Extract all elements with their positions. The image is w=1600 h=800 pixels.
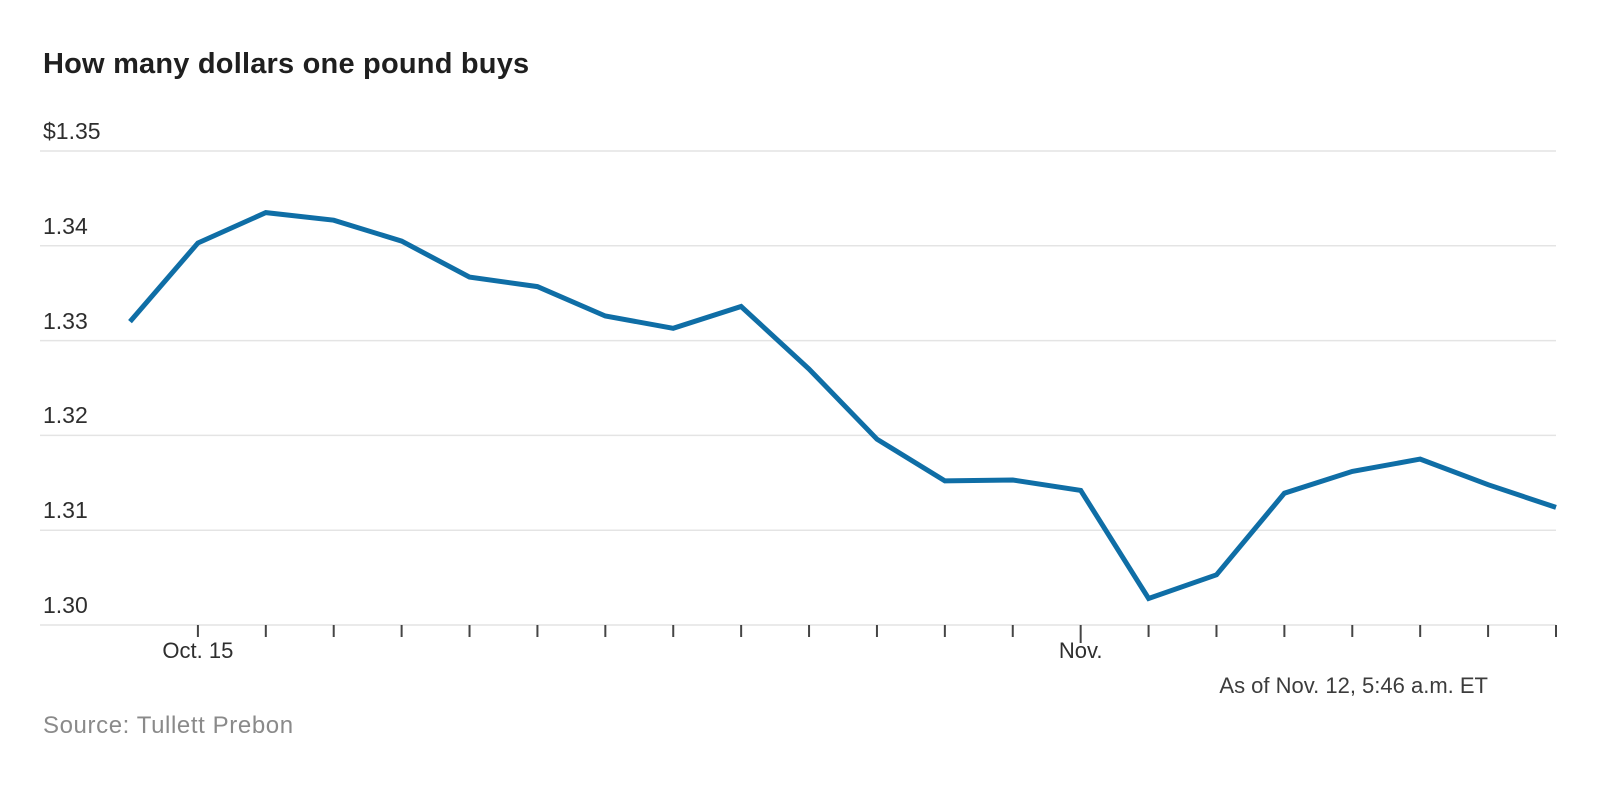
x-axis-label-nov: Nov. (1058, 638, 1103, 663)
x-axis-label-oct-15: Oct. 15 (162, 638, 234, 663)
y-axis-label-1-31: 1.31 (43, 497, 88, 524)
source-note: Source: Tullett Prebon (43, 712, 294, 739)
y-axis-label-1-32: 1.32 (43, 402, 88, 429)
y-axis-label-1-30: 1.30 (43, 592, 88, 618)
chart-title: How many dollars one pound buys (43, 48, 530, 80)
y-axis-label-1-34: 1.34 (43, 212, 88, 239)
y-axis-label-1-35: $1.35 (43, 118, 101, 144)
as-of-timestamp: As of Nov. 12, 5:46 a.m. ET (1219, 673, 1488, 698)
exchange-rate-series-line (128, 210, 1557, 602)
y-axis-label-1-33: 1.33 (43, 307, 88, 334)
